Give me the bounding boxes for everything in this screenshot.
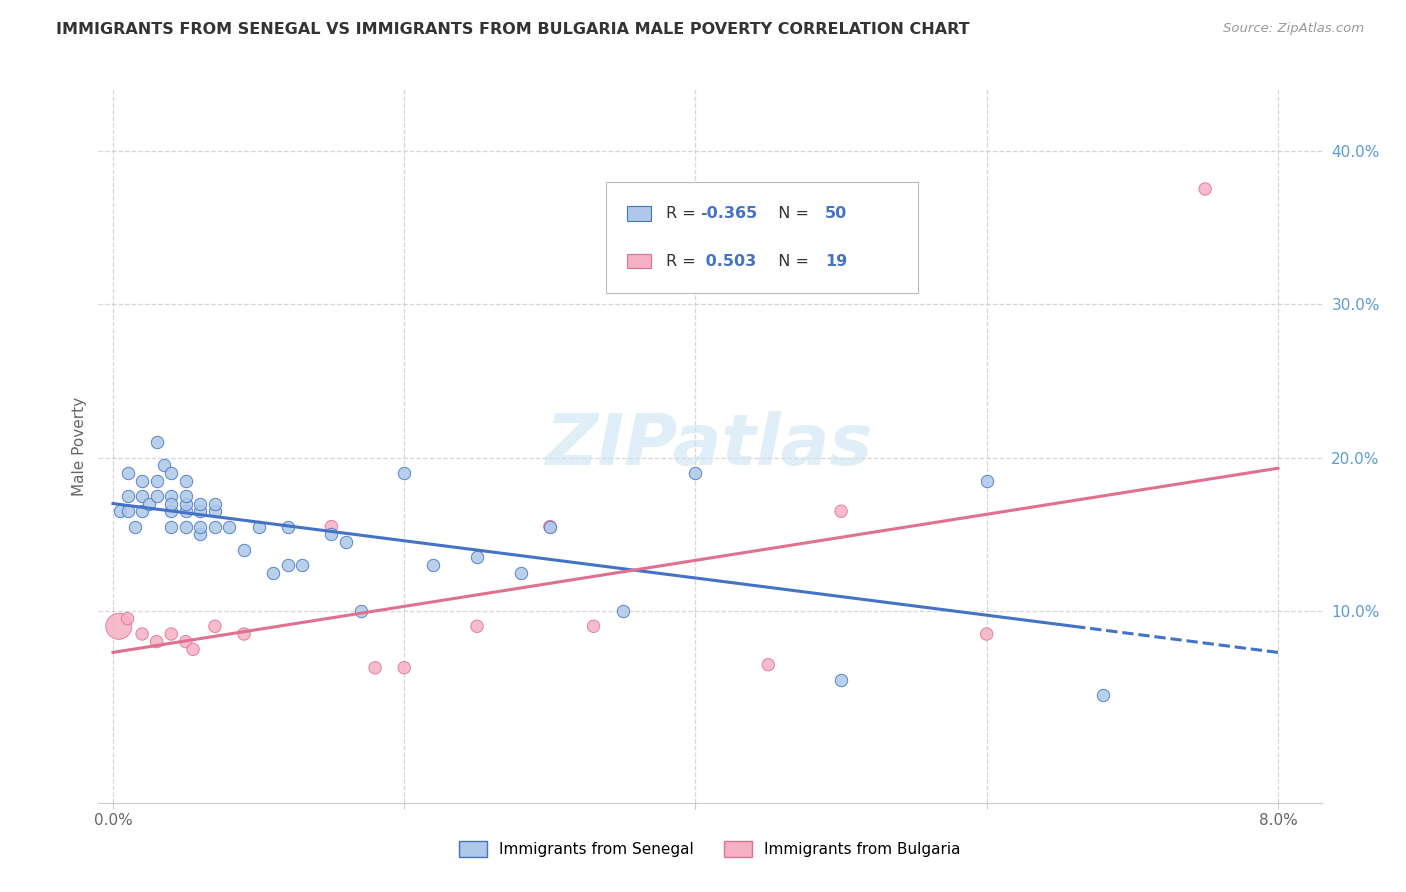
Point (174, 497, 197, 511)
Point (321, 527, 343, 541)
Point (145, 634, 167, 648)
Point (756, 657, 779, 672)
Point (117, 466, 139, 480)
Point (1092, 689, 1115, 703)
Point (582, 619, 605, 633)
Point (277, 558, 299, 572)
Text: 19: 19 (825, 253, 848, 268)
Text: N =: N = (768, 206, 814, 221)
Point (174, 519, 197, 533)
Point (262, 566, 284, 580)
Point (422, 558, 444, 572)
Y-axis label: Male Poverty: Male Poverty (72, 396, 87, 496)
Text: N =: N = (768, 253, 814, 268)
Text: 0.503: 0.503 (700, 253, 756, 268)
Point (174, 474, 197, 488)
Point (145, 435, 167, 450)
FancyBboxPatch shape (606, 182, 918, 293)
Point (465, 619, 488, 633)
Point (685, 466, 707, 480)
Point (174, 634, 197, 648)
Point (349, 604, 371, 618)
Point (335, 535, 357, 549)
Point (110, 504, 132, 518)
Point (145, 489, 167, 503)
Point (509, 566, 531, 580)
Point (188, 519, 211, 533)
Point (117, 504, 139, 518)
Point (976, 474, 998, 488)
Text: IMMIGRANTS FROM SENEGAL VS IMMIGRANTS FROM BULGARIA MALE POVERTY CORRELATION CHA: IMMIGRANTS FROM SENEGAL VS IMMIGRANTS FR… (56, 22, 970, 37)
Point (392, 466, 416, 480)
Point (188, 527, 211, 541)
Point (204, 519, 226, 533)
Point (124, 519, 146, 533)
Point (1194, 182, 1216, 196)
Text: 50: 50 (825, 206, 848, 221)
Point (160, 504, 183, 518)
Point (138, 497, 160, 511)
Point (830, 673, 852, 687)
Point (131, 627, 153, 641)
Point (612, 604, 634, 618)
Point (364, 661, 387, 675)
Point (174, 489, 197, 503)
Bar (627, 254, 651, 268)
Point (188, 497, 211, 511)
Text: Source: ZipAtlas.com: Source: ZipAtlas.com (1223, 22, 1364, 36)
Point (392, 661, 416, 675)
Text: -0.365: -0.365 (700, 206, 758, 221)
Point (160, 497, 183, 511)
Bar (627, 206, 651, 220)
Legend: Immigrants from Senegal, Immigrants from Bulgaria: Immigrants from Senegal, Immigrants from… (453, 835, 967, 863)
Point (174, 504, 197, 518)
Point (160, 489, 183, 503)
Point (204, 504, 226, 518)
Point (181, 642, 204, 657)
Point (145, 474, 167, 488)
Point (233, 627, 256, 641)
Point (538, 519, 561, 533)
Point (131, 474, 153, 488)
Point (830, 504, 852, 518)
Point (204, 497, 226, 511)
Point (160, 466, 183, 480)
Point (247, 519, 270, 533)
Point (233, 542, 256, 557)
Point (204, 619, 226, 633)
Point (976, 627, 998, 641)
Point (291, 558, 314, 572)
Point (131, 504, 153, 518)
Text: ZIPatlas: ZIPatlas (547, 411, 873, 481)
Point (160, 627, 183, 641)
Point (188, 504, 211, 518)
Point (117, 612, 139, 626)
Point (321, 519, 343, 533)
Point (131, 489, 153, 503)
Point (108, 619, 131, 633)
Text: R =: R = (666, 206, 700, 221)
Point (538, 519, 561, 533)
Point (117, 489, 139, 503)
Point (160, 519, 183, 533)
Text: R =: R = (666, 253, 700, 268)
Point (277, 519, 299, 533)
Point (218, 519, 240, 533)
Point (465, 550, 488, 565)
Point (153, 458, 176, 473)
